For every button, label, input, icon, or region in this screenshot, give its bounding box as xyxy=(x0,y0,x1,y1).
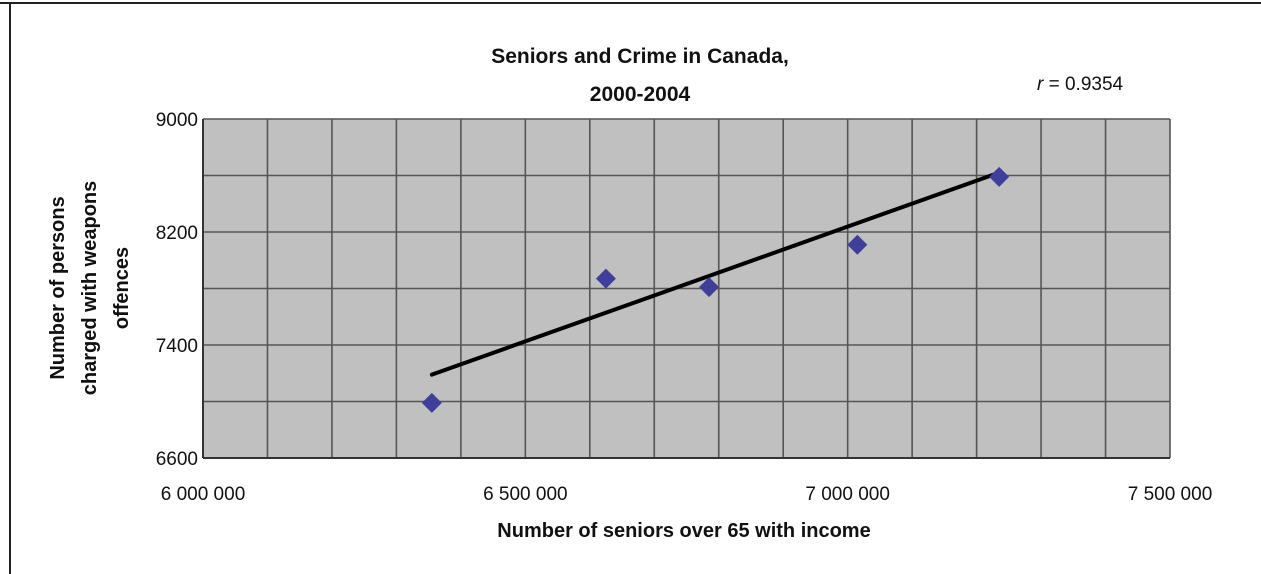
gridlines xyxy=(202,118,1171,459)
trendline xyxy=(429,170,1002,377)
y-tick-label: 7400 xyxy=(156,336,198,357)
correlation-value: = 0.9354 xyxy=(1043,74,1123,95)
y-axis-title: Number of persons charged with weapons o… xyxy=(47,181,133,395)
x-tick-label: 6 000 000 xyxy=(161,484,246,505)
y-tick-label: 9000 xyxy=(156,110,198,131)
y-axis-tick-labels: 6600 7400 8200 9000 xyxy=(156,110,198,470)
y-axis-title-line-1: Number of persons xyxy=(47,196,69,379)
y-tick-label: 8200 xyxy=(156,223,198,244)
data-point xyxy=(989,166,1010,187)
y-axis-title-line-3: offences xyxy=(111,247,133,329)
correlation-annotation: r = 0.9354 xyxy=(1037,74,1124,95)
chart-title-line-1: Seniors and Crime in Canada, xyxy=(491,45,789,68)
x-tick-label: 6 500 000 xyxy=(483,484,568,505)
y-axis-title-line-2: charged with weapons xyxy=(79,181,101,395)
y-tick-label: 6600 xyxy=(156,449,198,470)
data-point xyxy=(847,234,868,255)
trendline-group xyxy=(429,170,1002,377)
data-point xyxy=(421,392,442,413)
x-axis-tick-labels: 6 000 000 6 500 000 7 000 000 7 500 000 xyxy=(161,484,1213,505)
x-tick-label: 7 500 000 xyxy=(1128,484,1213,505)
correlation-symbol: r xyxy=(1037,74,1044,95)
chart-title-line-2: 2000-2004 xyxy=(590,83,691,106)
x-axis-title: Number of seniors over 65 with income xyxy=(497,520,870,542)
data-point xyxy=(595,268,616,289)
plot-area xyxy=(202,118,1171,459)
data-points xyxy=(421,166,1010,413)
data-point xyxy=(699,277,720,298)
x-tick-label: 7 000 000 xyxy=(805,484,890,505)
